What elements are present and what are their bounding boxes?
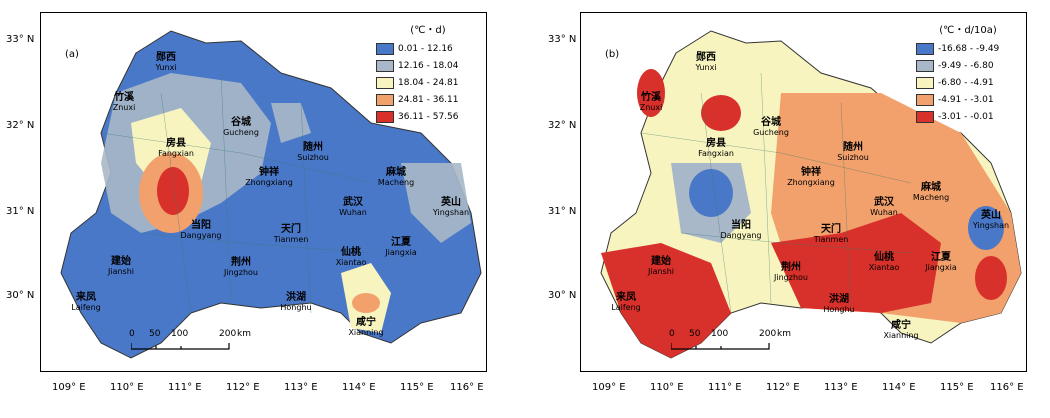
lat-tick: 31° N (6, 206, 35, 217)
city-label: 麻城 Macheng (912, 182, 950, 203)
city-label: 英山 Yingshan (972, 210, 1010, 231)
city-label: 天门 Tianmen (273, 224, 309, 245)
lat-tick: 30° N (6, 290, 35, 301)
city-label: 武汉 Wuhan (870, 197, 898, 218)
city-label: 谷城 Gucheng (223, 117, 259, 138)
legend-b: (℃・d/10a) -16.68 - -9.49 -9.49 - -6.80 -… (916, 21, 1020, 125)
legend-b-title: (℃・d/10a) (939, 25, 997, 36)
lat-tick: 32° N (548, 120, 577, 131)
legend-b-row: -4.91 - -3.01 (916, 91, 1020, 108)
lon-tick: 110° E (110, 382, 144, 393)
city-label: 当阳 Dangyang (720, 220, 762, 241)
legend-b-swatch-1 (916, 42, 934, 55)
map-panel-b: (b) (℃・d/10a) -16.68 - -9.49 -9.49 - -6.… (580, 12, 1027, 372)
city-label: 荆州 Jingzhou (774, 262, 808, 283)
lat-tick: 31° N (548, 206, 577, 217)
legend-b-row: -16.68 - -9.49 (916, 40, 1020, 57)
lon-tick: 111° E (708, 382, 742, 393)
legend-b-row: -3.01 - -0.01 (916, 108, 1020, 125)
city-label: 随州 Suizhou (837, 142, 869, 163)
city-label: 郧西 Yunxi (695, 52, 717, 73)
city-label: 咸宁 Xianning (883, 320, 919, 341)
city-label: 钟祥 Zhongxiang (787, 167, 835, 188)
lon-tick: 115° E (400, 382, 434, 393)
map-panel-a: (a) (℃・d) 0.01 - 12.16 12.16 - 18.04 18.… (40, 12, 487, 372)
legend-a-row: 12.16 - 18.04 (376, 57, 480, 74)
city-label: 仙桃 Xiantao (868, 252, 900, 273)
city-label: 谷城 Gucheng (753, 117, 789, 138)
legend-a-row: 24.81 - 36.11 (376, 91, 480, 108)
city-label: 江夏 Jiangxia (385, 237, 417, 258)
city-label: 仙桃 Xiantao (335, 247, 367, 268)
lat-tick: 32° N (6, 120, 35, 131)
city-label: 随州 Suizhou (297, 142, 329, 163)
panel-a-tag: (a) (65, 49, 79, 60)
lat-tick: 33° N (548, 34, 577, 45)
city-label: 洪湖 Honghu (823, 294, 855, 315)
legend-b-swatch-4 (916, 93, 934, 106)
lon-tick: 116° E (450, 382, 484, 393)
lon-tick: 109° E (52, 382, 86, 393)
city-label: 武汉 Wuhan (339, 197, 367, 218)
city-label: 麻城 Macheng (377, 167, 415, 188)
legend-a-row: 0.01 - 12.16 (376, 40, 480, 57)
lon-tick: 111° E (168, 382, 202, 393)
lat-tick: 30° N (548, 290, 577, 301)
lon-tick: 115° E (940, 382, 974, 393)
city-label: 钟祥 Zhongxiang (245, 167, 293, 188)
lon-tick: 113° E (824, 382, 858, 393)
legend-b-row: -6.80 - -4.91 (916, 74, 1020, 91)
city-label: 建始 Jianshi (107, 256, 135, 277)
lat-tick: 33° N (6, 34, 35, 45)
lon-tick: 112° E (226, 382, 260, 393)
city-label: 当阳 Dangyang (180, 220, 222, 241)
legend-a-swatch-3 (376, 76, 394, 89)
lon-tick: 112° E (766, 382, 800, 393)
lon-tick: 113° E (284, 382, 318, 393)
lon-tick: 110° E (650, 382, 684, 393)
city-label: 竹溪 Znuxi (639, 92, 663, 113)
legend-a-row: 36.11 - 57.56 (376, 108, 480, 125)
legend-b-swatch-3 (916, 76, 934, 89)
legend-a-swatch-1 (376, 42, 394, 55)
lon-tick: 109° E (592, 382, 626, 393)
map-a-svg (60, 30, 482, 359)
city-label: 建始 Jianshi (647, 256, 675, 277)
legend-b-row: -9.49 - -6.80 (916, 57, 1020, 74)
legend-b-swatch-2 (916, 59, 934, 72)
lon-tick: 116° E (990, 382, 1024, 393)
city-label: 江夏 Jiangxia (925, 252, 957, 273)
city-label: 来凤 Laifeng (611, 292, 641, 313)
city-label: 来凤 Laifeng (71, 292, 101, 313)
legend-a-row: 18.04 - 24.81 (376, 74, 480, 91)
lon-tick: 114° E (882, 382, 916, 393)
city-label: 天门 Tianmen (813, 224, 849, 245)
legend-a-swatch-5 (376, 110, 394, 123)
map-b-svg (600, 30, 1022, 359)
legend-a-swatch-2 (376, 59, 394, 72)
city-label: 郧西 Yunxi (155, 52, 177, 73)
city-label: 洪湖 Honghu (280, 292, 312, 313)
lon-tick: 114° E (342, 382, 376, 393)
legend-a: (℃・d) 0.01 - 12.16 12.16 - 18.04 18.04 -… (376, 21, 480, 125)
legend-a-swatch-4 (376, 93, 394, 106)
city-label: 房县 Fangxian (698, 138, 734, 159)
city-label: 咸宁 Xianning (348, 317, 384, 338)
city-label: 荆州 Jingzhou (224, 257, 258, 278)
panel-b-tag: (b) (605, 49, 620, 60)
city-label: 房县 Fangxian (158, 138, 194, 159)
legend-b-swatch-5 (916, 110, 934, 123)
legend-a-title: (℃・d) (410, 25, 446, 36)
city-label: 英山 Yingshan (432, 197, 470, 218)
city-label: 竹溪 Znuxi (112, 92, 136, 113)
